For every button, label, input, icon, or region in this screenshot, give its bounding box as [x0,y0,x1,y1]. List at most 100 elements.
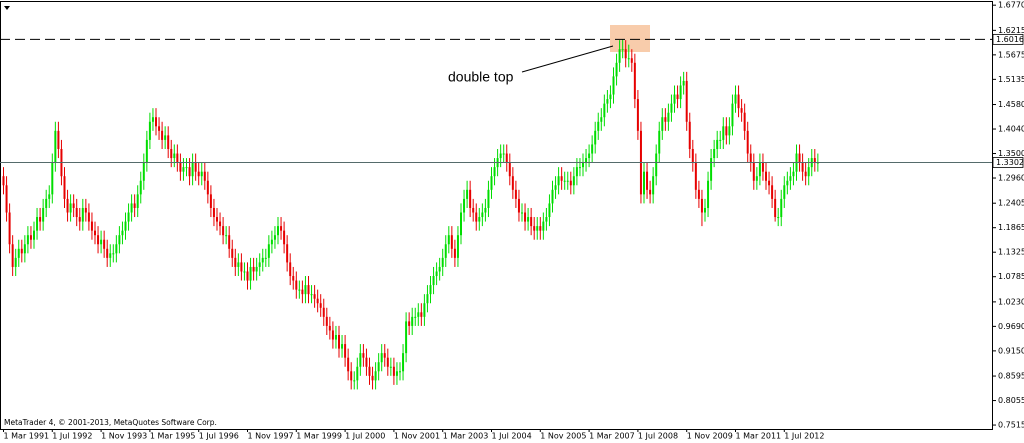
candle-body [383,353,386,358]
candle-body [331,330,334,340]
candle-body [417,312,420,317]
candle-body [81,207,84,222]
candle-body [112,253,115,255]
x-tick-label: 1 Mar 2011 [736,432,782,441]
y-tick-label: 1.4040 [998,125,1024,134]
candle-body [804,171,807,177]
candle-body [179,162,182,172]
candle-body [57,130,60,149]
candle-body [322,307,325,317]
candle-body [270,239,273,245]
candle-body [557,176,560,186]
candle-body [170,148,173,159]
x-tick-label: 1 Jul 1992 [52,432,92,441]
candle-body [36,217,39,231]
candle-body [722,126,725,140]
candle-body [255,266,258,272]
candle-body [768,180,771,186]
candle-body [652,176,655,195]
candle-body [716,139,719,149]
candle-body [371,375,374,381]
candle-body [133,203,136,208]
candle-body [758,162,761,177]
y-tick-label: 0.7515 [998,421,1024,430]
candle-body [362,353,365,358]
candle-body [792,171,795,177]
candle-body [51,162,54,195]
x-tick-label: 1 Mar 1999 [296,432,342,441]
x-tick-label: 1 Jul 2012 [784,432,824,441]
candle-body [273,235,276,240]
candle-body [780,198,783,218]
candle-body [228,235,231,249]
candle-body [588,153,591,159]
candle-body [783,185,786,199]
y-tick-label: 1.5135 [998,75,1024,84]
y-tick-label: 0.8595 [998,372,1024,381]
candle-body [521,212,523,214]
candle-body [682,80,685,86]
candle-body [197,171,200,177]
candle-body [771,185,774,199]
candle-body [344,344,347,358]
candle-body [212,207,215,218]
candle-body [20,248,23,254]
candle-body [807,167,810,177]
candle-body [118,235,121,245]
candle-body [746,130,749,154]
candle-body [636,99,639,131]
candle-body [350,371,353,381]
y-tick-label: 1.2960 [998,174,1024,183]
candle-body [700,198,703,213]
candle-body [90,221,93,231]
candle-body [45,198,48,208]
candle-body [505,153,508,163]
candle-body [542,221,545,231]
candle-body [295,280,298,290]
price-level-box [992,157,1024,168]
x-tick-label: 1 Mar 1991 [4,432,50,441]
candle-body [328,325,331,331]
candle-body [426,294,429,304]
x-tick-label: 1 Nov 2005 [540,432,586,441]
candle-body [740,108,743,113]
candle-body [481,212,484,218]
candle-body [124,221,127,231]
candle-body [377,362,380,372]
y-tick-label: 1.4580 [998,100,1024,109]
candle-body [444,244,447,258]
candle-body [478,217,481,222]
candle-body [646,171,649,190]
candle-body [325,316,328,326]
candle-body [234,257,237,267]
candle-body [667,112,670,122]
candle-body [264,257,267,259]
candle-body [539,226,542,231]
candle-body [469,189,472,208]
candle-body [691,148,694,163]
y-tick-label: 0.9150 [998,346,1024,355]
candle-body [618,49,621,63]
candle-body [87,212,90,222]
candle-body [261,257,264,263]
x-tick-label: 1 Nov 1993 [101,432,147,441]
candle-body [216,217,218,222]
footer: MetaTrader 4, © 2001-2013, MetaQuotes So… [4,418,217,427]
candle-body [475,212,478,222]
x-tick-label: 1 Nov 2001 [394,432,440,441]
candle-body [661,117,664,131]
candle-body [200,171,203,177]
candle-body [597,121,600,131]
candle-body [704,207,706,213]
candle-body [26,235,29,245]
highlight-box [610,25,650,52]
candle-body [286,244,289,263]
y-tick-label: 1.2405 [998,199,1024,208]
candle-body [277,226,279,236]
candle-body [194,162,197,172]
candle-body [185,167,188,169]
candle-body [630,58,633,63]
candle-body [502,153,505,155]
candle-body [713,148,716,159]
candle-body [527,217,530,222]
